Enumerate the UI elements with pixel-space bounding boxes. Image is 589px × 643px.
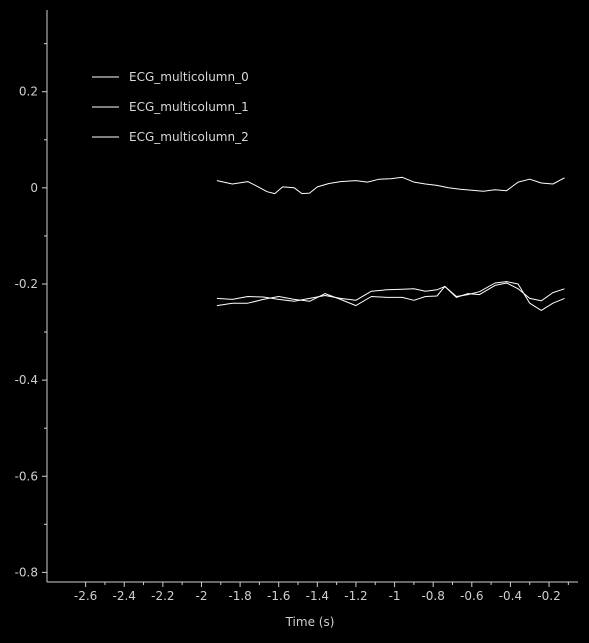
axes: 0.2 0 -0.2 -0.4 -0.6 -0.8 -2.6 -2.4 -2.2 -2 -1.8 -1… [15, 10, 578, 603]
x-tick-label: -1.6 [267, 589, 290, 603]
y-tick-label: -0.2 [15, 277, 38, 291]
x-tick-label: -1.4 [306, 589, 329, 603]
y-tick-label: -0.8 [15, 565, 38, 579]
x-tick-label: -2 [195, 589, 207, 603]
x-tick-label: -2.2 [151, 589, 174, 603]
x-tick-label: -1 [389, 589, 401, 603]
series-line-0 [216, 176, 565, 195]
legend-label-1: ECG_multicolumn_1 [129, 100, 249, 114]
y-tick-label: -0.6 [15, 469, 38, 483]
legend: ECG_multicolumn_0 ECG_multicolumn_1 ECG_mu… [92, 70, 249, 144]
x-axis-title: Time (s) [285, 615, 335, 629]
series-lines [216, 176, 565, 311]
series-line-1 [216, 281, 565, 311]
x-tick-label: -2.6 [74, 589, 97, 603]
series-line-2 [216, 282, 565, 307]
x-tick-label: -0.8 [421, 589, 444, 603]
x-tick-label: -0.4 [499, 589, 522, 603]
y-tick-label: 0 [30, 181, 38, 195]
x-tick-label: -0.6 [460, 589, 483, 603]
x-tick-label: -0.2 [537, 589, 560, 603]
y-tick-label: -0.4 [15, 373, 38, 387]
x-tick-label: -1.2 [344, 589, 367, 603]
legend-label-0: ECG_multicolumn_0 [129, 70, 249, 84]
x-tick-label: -1.8 [228, 589, 251, 603]
x-tick-label: -2.4 [113, 589, 136, 603]
legend-label-2: ECG_multicolumn_2 [129, 130, 249, 144]
y-tick-label: 0.2 [19, 85, 38, 99]
